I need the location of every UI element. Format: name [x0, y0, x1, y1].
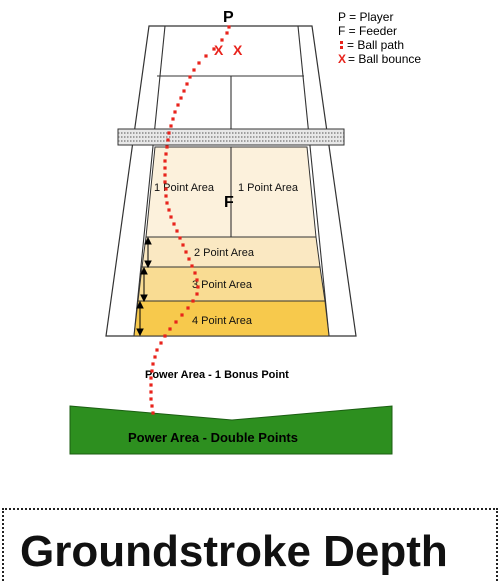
ball-path-dot	[167, 131, 171, 135]
ball-path-dot	[164, 152, 168, 156]
ball-path-dot	[165, 201, 169, 205]
ball-bounce-mark: X	[214, 42, 224, 58]
legend-feeder: F = Feeder	[338, 24, 397, 38]
ball-path-dot	[169, 124, 173, 128]
ball-path-dot	[188, 75, 192, 79]
ball-path-dot	[149, 383, 153, 387]
depth-arrows	[136, 236, 152, 337]
ball-path-dot	[196, 285, 200, 289]
ball-path-dot	[220, 38, 224, 42]
left-singles-line	[133, 25, 166, 337]
ball-path-dot	[169, 215, 173, 219]
ball-path-dot	[187, 257, 191, 261]
ball-path-dot	[173, 110, 177, 114]
ball-path-dot	[185, 82, 189, 86]
three-point-label: 3 Point Area	[192, 279, 253, 291]
legend-ball-bounce: = Ball bounce	[348, 52, 421, 66]
power-area-band	[69, 405, 393, 455]
power-double-label: Power Area - Double Points	[128, 430, 298, 445]
ball-path-dot	[149, 397, 153, 401]
legend-bounce-symbol: X	[338, 52, 346, 66]
four-point-label: 4 Point Area	[192, 315, 253, 327]
ball-path	[149, 25, 231, 415]
ball-path-dot	[190, 264, 194, 268]
legend-ball-path: = Ball path	[347, 38, 404, 52]
ball-path-dot	[197, 61, 201, 65]
legend-player: P = Player	[338, 10, 393, 24]
page-title: Groundstroke Depth	[20, 527, 448, 576]
ball-path-dot	[227, 25, 231, 29]
ball-path-dot	[193, 271, 197, 275]
ball-path-dot	[150, 369, 154, 373]
ball-path-dot	[178, 236, 182, 240]
ball-path-dot	[175, 229, 179, 233]
ball-path-dot	[163, 159, 167, 163]
ball-path-dot	[164, 187, 168, 191]
ball-path-swatch	[340, 41, 343, 44]
legend: P = Player F = Feeder = Ball path X = Ba…	[338, 10, 421, 66]
ball-path-swatch	[340, 46, 343, 49]
ball-path-dot	[168, 327, 172, 331]
ball-path-dot	[195, 278, 199, 282]
ball-path-dot	[174, 320, 178, 324]
ball-path-dot	[153, 355, 157, 359]
two-point-label: 2 Point Area	[194, 247, 255, 259]
player-marker: P	[223, 9, 234, 26]
ball-path-dot	[225, 31, 229, 35]
ball-path-dot	[186, 306, 190, 310]
right-singles-line	[297, 25, 330, 337]
ball-path-dot	[192, 68, 196, 72]
ball-path-dot	[163, 173, 167, 177]
ball-path-dot	[204, 54, 208, 58]
ball-path-dot	[151, 411, 155, 415]
ball-path-dot	[149, 390, 153, 394]
one-point-label-right: 1 Point Area	[238, 182, 299, 194]
ball-path-dot	[212, 47, 216, 51]
ball-path-dot	[181, 243, 185, 247]
net	[117, 128, 345, 146]
ball-path-dot	[172, 222, 176, 226]
ball-path-dot	[151, 362, 155, 366]
ball-path-dot	[155, 348, 159, 352]
four-point-zone	[133, 300, 330, 337]
ball-path-dot	[182, 89, 186, 93]
ball-path-dot	[195, 292, 199, 296]
ball-path-dot	[191, 299, 195, 303]
ball-path-dot	[184, 250, 188, 254]
ball-path-dot	[150, 404, 154, 408]
ball-path-dot	[163, 334, 167, 338]
ball-path-dot	[167, 208, 171, 212]
ball-path-dot	[179, 96, 183, 100]
ball-path-dot	[159, 341, 163, 345]
ball-path-dot	[149, 376, 153, 380]
ball-path-dot	[165, 145, 169, 149]
groundstroke-depth-diagram: 1 Point Area 1 Point Area 2 Point Area 3…	[69, 9, 421, 455]
ball-path-dot	[166, 138, 170, 142]
ball-path-dot	[176, 103, 180, 107]
ball-path-dot	[164, 194, 168, 198]
ball-path-dot	[163, 166, 167, 170]
ball-path-dot	[180, 313, 184, 317]
ball-bounce-mark: X	[233, 42, 243, 58]
title-box	[2, 508, 498, 581]
ball-path-dot	[163, 180, 167, 184]
power-bonus-label: Power Area - 1 Bonus Point	[145, 369, 289, 381]
feeder-marker: F	[224, 194, 234, 211]
ball-path-dot	[171, 117, 175, 121]
one-point-label-left: 1 Point Area	[154, 182, 215, 194]
